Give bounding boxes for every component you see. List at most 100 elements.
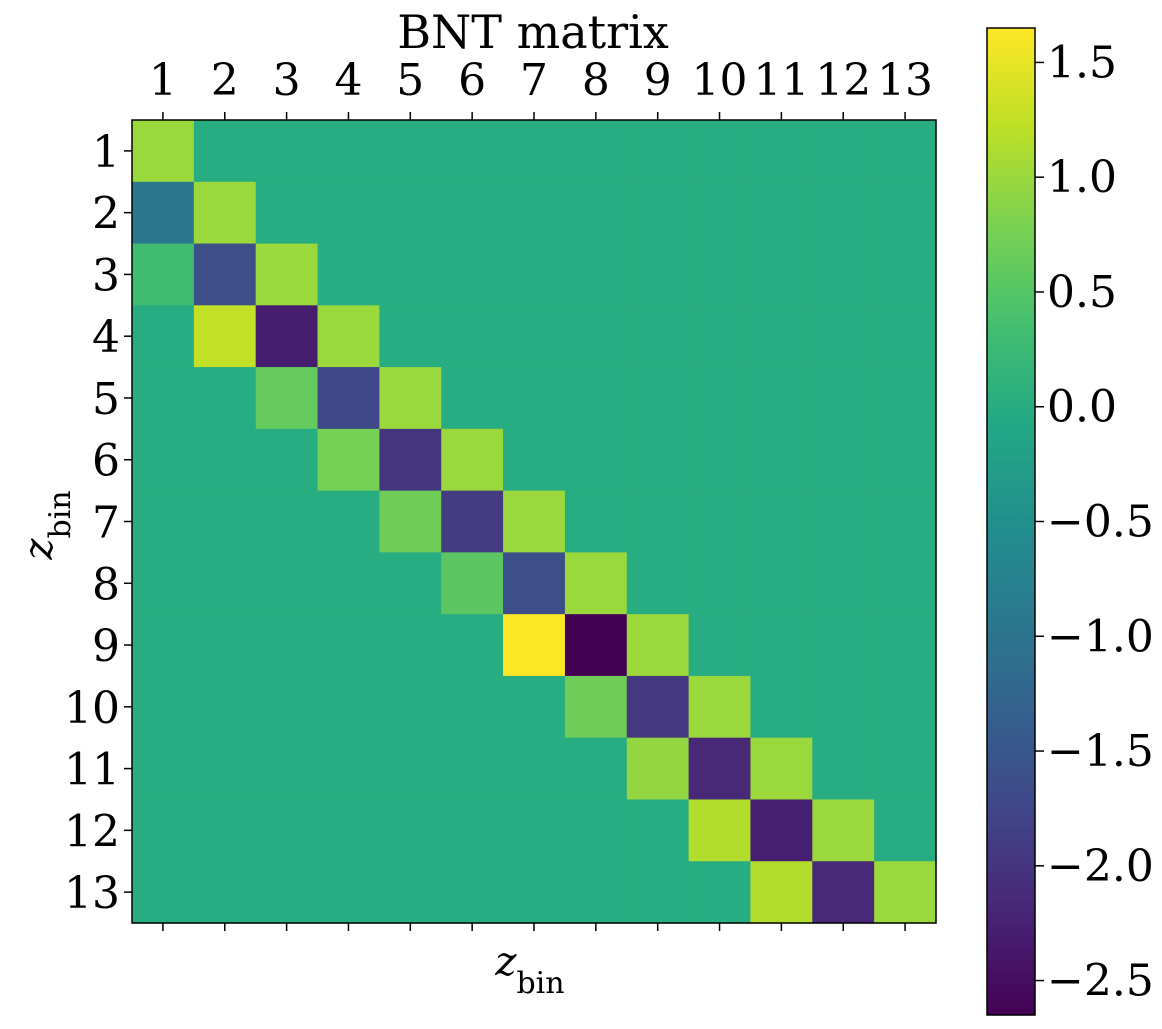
x-tick-label: 2	[211, 55, 239, 106]
heatmap-cell	[379, 614, 442, 677]
heatmap-cell	[812, 490, 875, 553]
x-tick-label: 1	[149, 55, 177, 106]
x-axis-ticks: 1 2 3 4 5 6 7 8 9 10 11 12 13	[149, 55, 933, 931]
heatmap-cell	[626, 675, 690, 739]
x-tick-label: 5	[396, 55, 424, 106]
heatmap-cell	[874, 737, 937, 801]
y-tick-label: 1	[92, 127, 120, 178]
heatmap-cell	[441, 614, 504, 677]
x-axis-label: zbin	[494, 939, 564, 1001]
heatmap-cell	[503, 181, 566, 245]
heatmap-cell	[379, 120, 442, 183]
heatmap-cell	[255, 737, 319, 801]
x-tick-label: 12	[815, 55, 871, 106]
heatmap-cell	[688, 243, 752, 306]
heatmap-cell	[132, 675, 195, 739]
heatmap-cell	[132, 120, 195, 183]
y-tick-label: 10	[64, 683, 120, 734]
heatmap-cell	[688, 614, 752, 677]
heatmap-cell	[564, 552, 628, 615]
heatmap-cell	[626, 614, 690, 677]
heatmap-cell	[379, 428, 442, 492]
heatmap-cell	[750, 861, 813, 924]
heatmap-cell	[255, 305, 319, 368]
heatmap-cell	[255, 367, 319, 430]
heatmap-cell	[317, 305, 380, 368]
heatmap-cell	[750, 305, 813, 368]
x-tick-label: 3	[273, 55, 301, 106]
heatmap-cell	[255, 614, 319, 677]
heatmap-cell	[255, 120, 319, 183]
heatmap-cell	[379, 737, 442, 801]
heatmap-cell	[193, 243, 257, 306]
heatmap-cell	[193, 861, 257, 924]
heatmap-cell	[193, 120, 257, 183]
heatmap-cell	[441, 861, 504, 924]
x-tick-label: 7	[520, 55, 548, 106]
heatmap-cell	[255, 181, 319, 245]
heatmap-cell	[379, 367, 442, 430]
heatmap-cell	[379, 490, 442, 553]
x-tick-label: 4	[334, 55, 362, 106]
heatmap-cell	[379, 861, 442, 924]
y-tick-label: 3	[92, 250, 120, 301]
heatmap-cell	[750, 428, 813, 492]
colorbar-tick-label: 1.5	[1047, 37, 1117, 88]
heatmap-cell	[812, 737, 875, 801]
heatmap-cell	[688, 120, 752, 183]
heatmap-cell	[255, 861, 319, 924]
heatmap-cell	[874, 614, 937, 677]
heatmap-cell	[688, 861, 752, 924]
y-tick-label: 6	[92, 436, 120, 487]
heatmap-cell	[750, 675, 813, 739]
heatmap-cell	[503, 120, 566, 183]
heatmap-cell	[193, 675, 257, 739]
heatmap-cell	[626, 367, 690, 430]
heatmap-cell	[812, 243, 875, 306]
heatmap-cell	[688, 552, 752, 615]
heatmap-cell	[688, 737, 752, 801]
x-tick-label: 8	[582, 55, 610, 106]
colorbar-tick-label: −0.5	[1047, 497, 1154, 548]
y-tick-label: 8	[92, 559, 120, 610]
heatmap-cell	[688, 675, 752, 739]
heatmap-cell	[441, 428, 504, 492]
colorbar-tick-label: −2.5	[1047, 956, 1154, 1007]
x-tick-label: 11	[753, 55, 809, 106]
heatmap-cell	[874, 181, 937, 245]
heatmap-cell	[812, 614, 875, 677]
heatmap-cell	[626, 305, 690, 368]
heatmap-cell	[688, 490, 752, 553]
heatmap-cell	[688, 367, 752, 430]
heatmap-cell	[193, 799, 257, 862]
heatmap-cell	[874, 428, 937, 492]
heatmap-cell	[688, 305, 752, 368]
heatmap-cell	[564, 614, 628, 677]
heatmap-cell	[132, 305, 195, 368]
heatmap-cell	[441, 367, 504, 430]
heatmap-cell	[503, 737, 566, 801]
heatmap-cell	[193, 552, 257, 615]
heatmap-cell	[317, 181, 380, 245]
y-tick-label: 7	[92, 498, 120, 549]
heatmap-cell	[626, 120, 690, 183]
colorbar-tick-label: −1.5	[1047, 726, 1154, 777]
y-tick-label: 13	[64, 868, 120, 919]
heatmap-cell	[317, 861, 380, 924]
heatmap-cell	[379, 181, 442, 245]
heatmap-cells	[132, 120, 937, 924]
heatmap-cell	[193, 737, 257, 801]
heatmap-cell	[503, 367, 566, 430]
heatmap-cell	[626, 490, 690, 553]
heatmap-cell	[317, 675, 380, 739]
heatmap-cell	[503, 305, 566, 368]
heatmap-cell	[441, 305, 504, 368]
heatmap-cell	[441, 120, 504, 183]
heatmap-cell	[564, 675, 628, 739]
heatmap-cell	[564, 490, 628, 553]
heatmap-cell	[812, 305, 875, 368]
heatmap-cell	[503, 552, 566, 615]
heatmap-cell	[255, 490, 319, 553]
heatmap-cell	[379, 243, 442, 306]
